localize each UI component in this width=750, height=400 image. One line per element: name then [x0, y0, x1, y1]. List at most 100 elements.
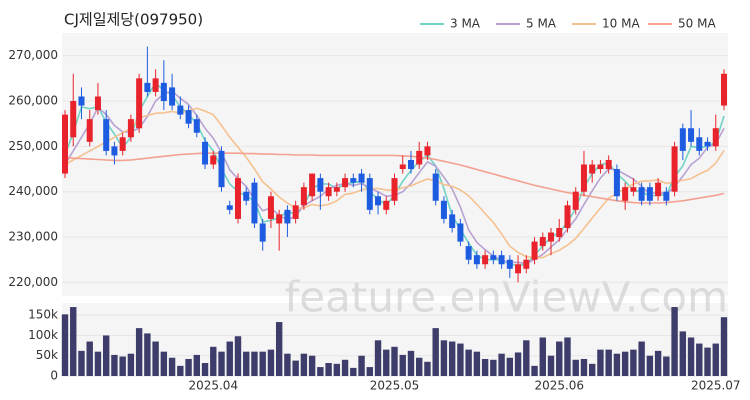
volume-bar	[621, 351, 629, 376]
volume-bar	[358, 355, 365, 376]
candle-body	[696, 137, 703, 151]
volume-bar	[292, 360, 299, 376]
candle-body	[292, 205, 299, 219]
volume-bar	[267, 349, 275, 376]
candle-body	[391, 178, 398, 201]
candle-body	[655, 182, 662, 197]
y-tick-label: 250,000	[8, 139, 58, 153]
candle-body	[416, 150, 423, 165]
candle-body	[366, 178, 373, 210]
candle-body	[317, 178, 324, 192]
volume-bar	[432, 328, 439, 376]
volume-bar	[102, 335, 110, 376]
x-tick-label: 2025.05	[370, 379, 420, 393]
volume-bar	[547, 355, 555, 376]
candle-body	[300, 187, 307, 206]
volume-bar	[424, 361, 431, 376]
volume-bar	[613, 353, 621, 376]
candle-body	[375, 196, 382, 206]
y-tick-label: 100k	[28, 328, 58, 342]
candle-body	[515, 264, 522, 274]
candle-body	[432, 173, 439, 201]
candle-body	[358, 173, 365, 183]
volume-bar	[86, 341, 93, 376]
candle-body	[663, 191, 670, 201]
volume-bar	[111, 354, 118, 376]
candle-body	[218, 150, 225, 188]
candle-body	[440, 200, 447, 219]
candle-body	[407, 159, 414, 170]
volume-bar	[177, 365, 184, 376]
volume-bar	[605, 349, 612, 376]
volume-bar	[646, 355, 654, 376]
y-tick-label: 260,000	[8, 94, 58, 108]
candle-body	[580, 164, 587, 192]
volume-bar	[251, 351, 258, 376]
volume-bar	[135, 328, 143, 376]
volume-bar	[514, 352, 522, 376]
candle-body	[342, 178, 349, 188]
volume-bar	[193, 354, 200, 376]
x-tick-label: 2025.06	[534, 379, 584, 393]
x-tick-label: 2025.04	[188, 379, 238, 393]
volume-bar	[119, 356, 126, 376]
volume-bar	[234, 336, 242, 376]
candle-body	[103, 119, 110, 151]
volume-bar	[663, 356, 670, 376]
candle-body	[539, 237, 546, 247]
candle-body	[210, 155, 217, 165]
candle-body	[589, 164, 596, 174]
volume-bar	[523, 340, 530, 376]
volume-bar	[284, 353, 291, 376]
candle-body	[712, 128, 719, 147]
candle-body	[78, 96, 85, 106]
volume-bar	[490, 359, 497, 376]
candle-body	[259, 223, 266, 242]
volume-bar	[94, 351, 102, 376]
candle-body	[226, 205, 233, 210]
candle-body	[646, 187, 653, 201]
volume-bar	[144, 333, 151, 376]
volume-bar	[218, 351, 225, 376]
volume-bar	[243, 351, 250, 376]
volume-bar	[687, 337, 695, 376]
candle-body	[605, 159, 612, 170]
y-tick-label: 220,000	[8, 275, 58, 289]
y-tick-label: 240,000	[8, 184, 58, 198]
volume-bar	[416, 357, 423, 376]
candle-body	[457, 223, 464, 242]
volume-bar	[589, 363, 596, 376]
volume-bar	[654, 350, 662, 376]
volume-bar	[259, 351, 266, 376]
volume-bar	[473, 351, 481, 376]
candle-body	[94, 96, 101, 111]
candle-body	[498, 255, 505, 265]
volume-bar	[679, 331, 687, 376]
candle-body	[234, 178, 241, 219]
candle-body	[482, 255, 489, 265]
candle-body	[399, 164, 406, 170]
volume-bar	[704, 347, 711, 376]
candle-body	[185, 110, 192, 124]
volume-bar	[317, 367, 324, 376]
volume-bar	[671, 307, 678, 376]
candle-body	[679, 128, 686, 151]
volume-bar	[465, 349, 472, 376]
candle-body	[671, 146, 678, 192]
volume-bar	[185, 358, 192, 376]
y-tick-label: 230,000	[8, 230, 58, 244]
candle-body	[144, 82, 151, 92]
candle-body	[127, 119, 134, 138]
volume-bar	[572, 359, 579, 376]
candle-body	[721, 73, 727, 106]
volume-bar	[210, 346, 217, 376]
candle-body	[490, 255, 497, 260]
volume-bar	[275, 322, 283, 376]
x-tick-label: 2025.07	[691, 379, 741, 393]
volume-bar	[350, 367, 357, 376]
volume-bar	[78, 350, 85, 376]
candle-body	[152, 78, 159, 92]
candle-body	[597, 164, 604, 170]
volume-bar	[399, 354, 406, 376]
